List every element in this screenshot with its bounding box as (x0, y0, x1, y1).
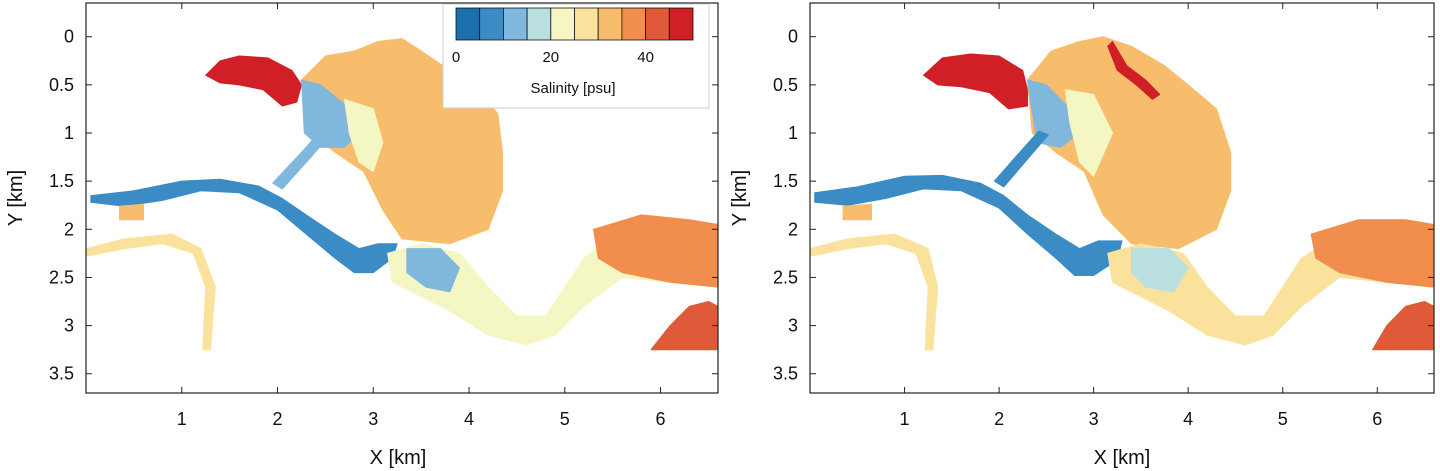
y-tick-label: 1 (64, 123, 74, 143)
region-connector-channel (272, 130, 331, 190)
x-tick-label: 1 (900, 409, 910, 429)
y-tick-label: 0 (64, 27, 74, 47)
axes-frame-right (809, 2, 1435, 394)
y-tick-label: 3.5 (773, 364, 798, 384)
region-small-inlet (842, 203, 872, 221)
y-ticks-left: 0 0.5 1 1.5 2 2.5 3 3.5 (49, 27, 718, 384)
x-tick-label: 6 (656, 409, 666, 429)
colorbar-tick-label: 20 (542, 49, 559, 66)
colorbar-label: Salinity [psu] (530, 80, 615, 97)
y-tick-label: 2 (64, 219, 74, 239)
x-ticks-right: 1 2 3 4 5 6 (900, 3, 1382, 429)
axes-frame-left (85, 2, 719, 394)
region-north-basin-inner-light (1064, 89, 1113, 177)
region-north-west-pond (205, 55, 302, 107)
colorbar-tick-label: 40 (637, 49, 654, 66)
y-tick-label: 2 (788, 219, 798, 239)
x-tick-label: 3 (1089, 409, 1099, 429)
salinity-colorbar: 0 20 40 Salinity [psu] (442, 3, 710, 109)
y-tick-label: 3.5 (49, 364, 74, 384)
colorbar-swatch (668, 7, 694, 41)
colorbar-swatch (574, 7, 599, 41)
salinity-regions-right (809, 36, 1435, 351)
y-tick-label: 0 (788, 27, 798, 47)
colorbar-swatch (550, 7, 575, 41)
x-tick-label: 2 (994, 409, 1004, 429)
region-north-basin-inner-light (344, 98, 384, 172)
region-connector-channel (993, 130, 1049, 188)
y-tick-label: 1.5 (49, 171, 74, 191)
region-north-basin (1027, 36, 1232, 250)
x-tick-label: 6 (1372, 409, 1382, 429)
x-tick-label: 5 (1278, 409, 1288, 429)
y-tick-label: 3 (788, 316, 798, 336)
y-ticks-right: 0 0.5 1 1.5 2 2.5 3 3.5 (773, 27, 1434, 384)
y-tick-label: 2.5 (773, 267, 798, 287)
colorbar-swatch (502, 7, 528, 41)
region-south-bend-fresh-patch (1131, 248, 1189, 293)
region-small-inlet (119, 203, 144, 221)
colorbar-swatch (597, 7, 623, 41)
salinity-map-left: 1 2 3 4 5 6 0 0.5 1 1.5 2 2.5 3 3.5 X [km] Y [km] 0 2… (5, 2, 719, 469)
y-tick-label: 1 (788, 123, 798, 143)
x-tick-label: 4 (1183, 409, 1193, 429)
region-south-bend-fresh-patch (406, 248, 460, 293)
y-tick-label: 1.5 (773, 171, 798, 191)
colorbar-swatch (621, 7, 647, 41)
colorbar-swatch (479, 7, 504, 41)
y-tick-label: 2.5 (49, 267, 74, 287)
region-north-west-pond (923, 53, 1028, 110)
colorbar-swatch (455, 7, 481, 41)
x-axis-title-left: X [km] (370, 447, 427, 469)
colorbar-swatch (526, 7, 552, 41)
region-west-canal (85, 233, 216, 351)
x-axis-title-right: X [km] (1094, 447, 1151, 469)
x-tick-label: 3 (368, 409, 378, 429)
y-tick-label: 0.5 (773, 75, 798, 95)
colorbar-swatch (645, 7, 670, 41)
colorbar-swatches (455, 7, 694, 41)
x-tick-label: 2 (273, 409, 283, 429)
colorbar-tick-label: 0 (452, 49, 460, 66)
region-north-channel-edge (1107, 41, 1161, 100)
y-tick-label: 3 (64, 316, 74, 336)
x-tick-label: 5 (560, 409, 570, 429)
y-tick-label: 0.5 (49, 75, 74, 95)
colorbar-ticks: 0 20 40 (452, 49, 654, 66)
x-tick-label: 1 (177, 409, 187, 429)
x-tick-label: 4 (464, 409, 474, 429)
y-axis-title-right: Y [km] (729, 170, 751, 226)
region-west-canal (809, 233, 939, 351)
y-axis-title-left: Y [km] (5, 170, 27, 226)
salinity-map-right: 1 2 3 4 5 6 0 0.5 1 1.5 2 2.5 3 3.5 X [km] Y [km] (729, 2, 1435, 469)
